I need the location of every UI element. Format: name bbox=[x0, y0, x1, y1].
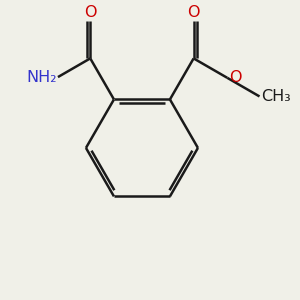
Text: O: O bbox=[229, 70, 241, 85]
Text: NH₂: NH₂ bbox=[26, 70, 56, 85]
Text: O: O bbox=[188, 4, 200, 20]
Text: O: O bbox=[84, 4, 97, 20]
Text: CH₃: CH₃ bbox=[261, 89, 291, 104]
